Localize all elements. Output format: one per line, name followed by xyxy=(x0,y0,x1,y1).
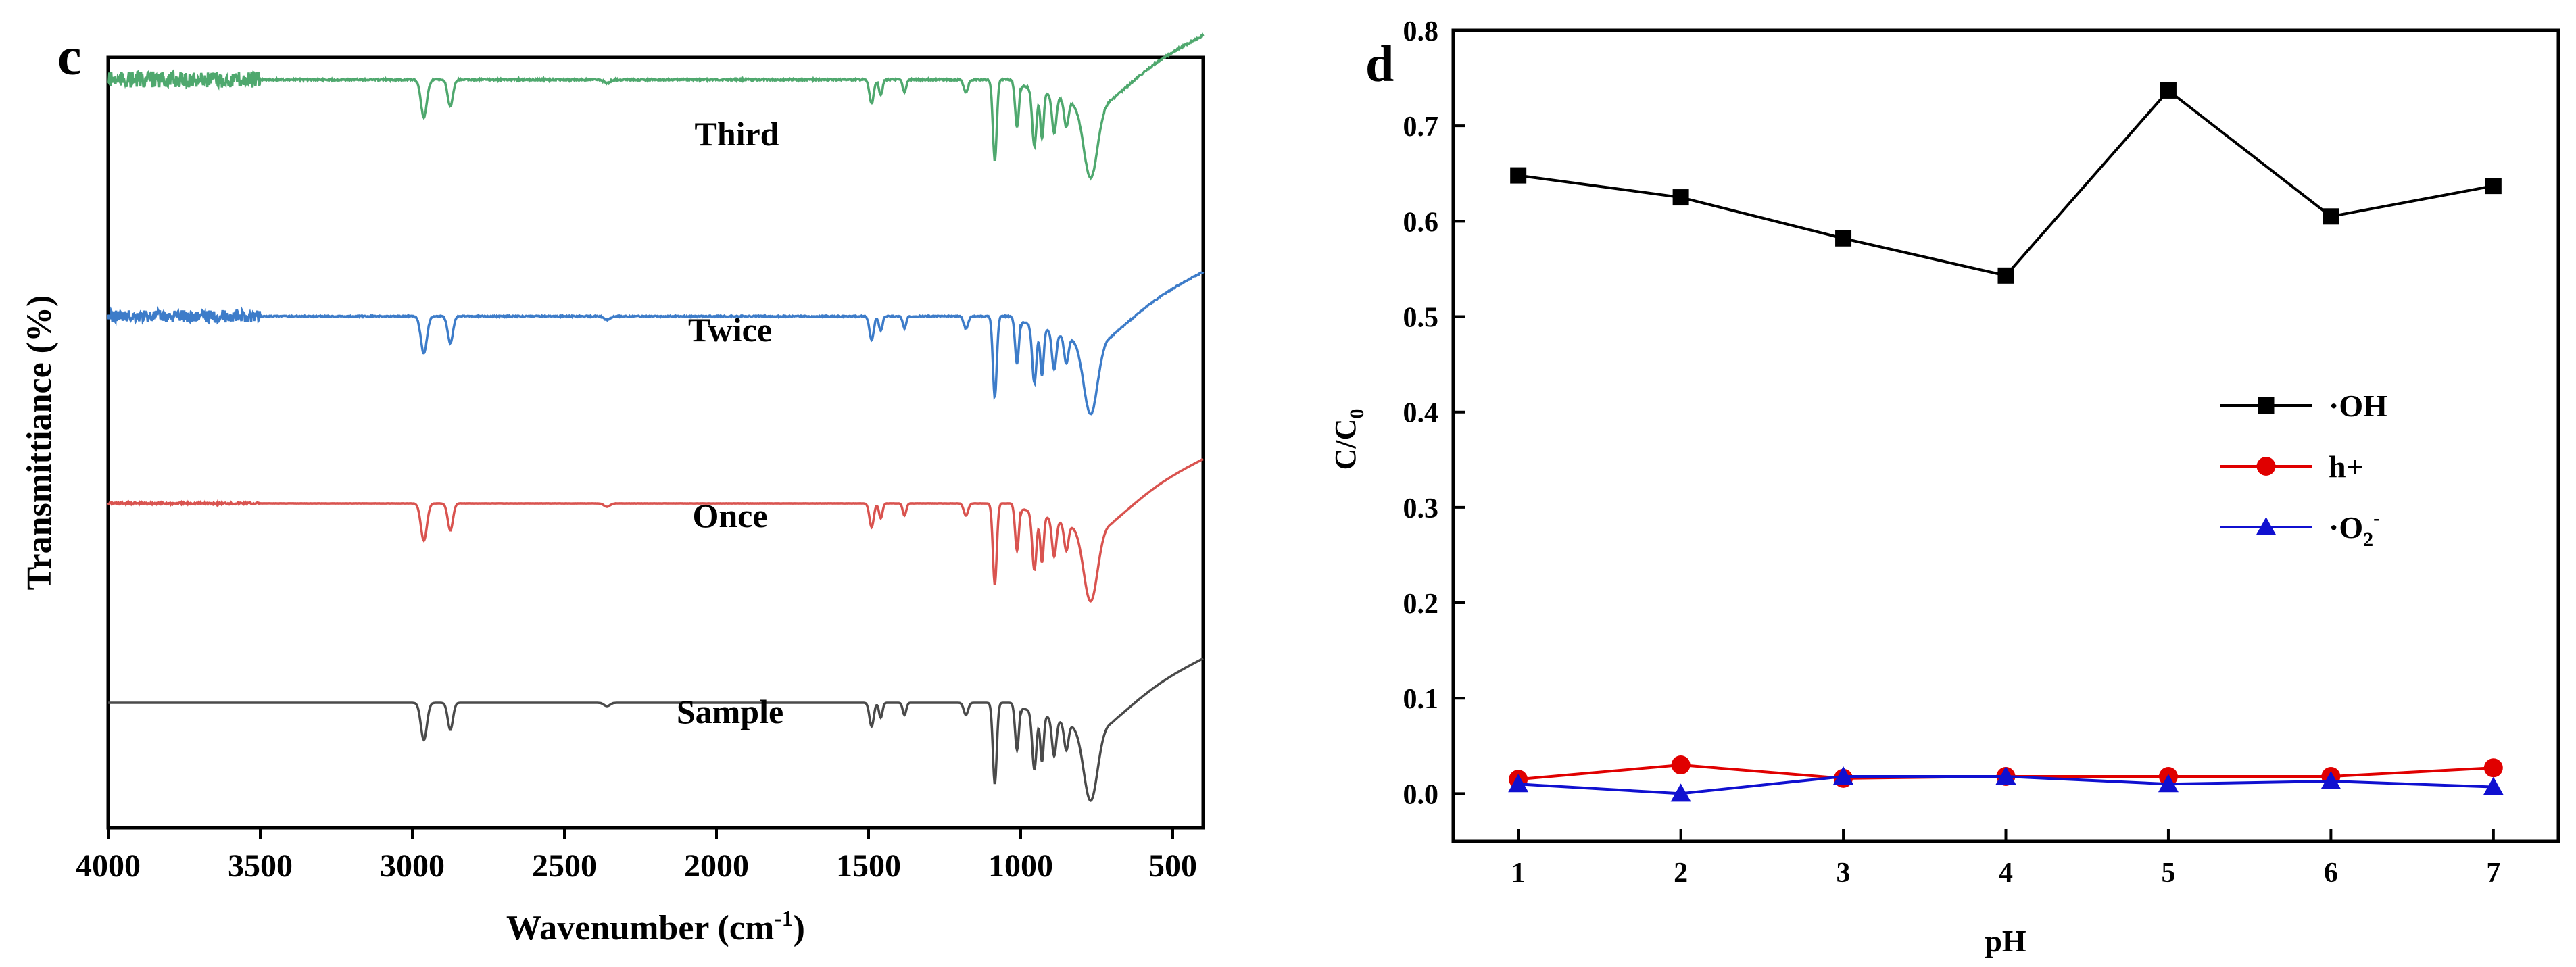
panel-d-frame xyxy=(1451,28,2560,843)
d-y-tick-label: 0.4 xyxy=(1403,398,1439,429)
d-y-tick-label: 0.7 xyxy=(1403,111,1439,143)
point-h xyxy=(2483,758,2503,778)
point-o2 xyxy=(1670,783,1691,802)
series-line-oh xyxy=(1517,89,2494,278)
d-y-tick-label: 0.8 xyxy=(1403,16,1439,47)
point-oh xyxy=(2160,82,2177,99)
d-x-tick-label: 2 xyxy=(1674,858,1688,889)
spectrum-label-sample: Sample xyxy=(677,693,783,730)
legend-label-o2: ·O2- xyxy=(2329,507,2380,551)
d-y-tick-label: 0.5 xyxy=(1403,303,1439,334)
spectrum-label-twice: Twice xyxy=(688,311,772,349)
c-x-tick-label: 4000 xyxy=(76,848,141,884)
panel-c: c 4000 3500 3000 2500 2000 1500 1000 500 Sample… xyxy=(20,27,1205,947)
d-y-tick-label: 0.2 xyxy=(1403,589,1439,620)
d-y-tick-label: 0.3 xyxy=(1403,493,1439,524)
point-o2 xyxy=(1833,766,1854,785)
panel-c-y-axis-label: Transmittiance (%) xyxy=(20,295,59,591)
point-o2 xyxy=(2320,771,2341,790)
point-oh xyxy=(1510,167,1527,184)
legend-label-oh: ·OH xyxy=(2329,389,2387,423)
c-x-tick-label: 3500 xyxy=(228,848,293,884)
point-h xyxy=(1671,755,1691,775)
d-x-tick-label: 4 xyxy=(1999,858,2013,889)
d-x-tick-label: 7 xyxy=(2486,858,2500,889)
spectrum-once xyxy=(107,457,1205,603)
panel-d: d 0.0 0.1 0.2 0.3 0.4 0.5 0.6 0.7 0.8 1 2 3 4 5 6 7 ·O… xyxy=(1329,16,2560,958)
c-x-tick-label: 1500 xyxy=(836,848,901,884)
c-x-tick-label: 500 xyxy=(1148,848,1197,884)
point-oh xyxy=(1997,267,2014,284)
c-x-tick-label: 2000 xyxy=(684,848,749,884)
panel-c-frame xyxy=(106,55,1205,830)
c-x-tick-label: 3000 xyxy=(380,848,445,884)
panel-d-x-axis-label: pH xyxy=(1985,924,2026,958)
legend-marker-h xyxy=(2256,457,2276,476)
d-x-tick-label: 6 xyxy=(2324,858,2338,889)
panel-d-series xyxy=(1508,82,2504,802)
d-y-tick-label: 0.1 xyxy=(1403,684,1439,715)
panel-c-series-labels: Sample Once Twice Third xyxy=(677,115,783,730)
legend-marker-oh xyxy=(2258,397,2275,414)
spectrum-sample xyxy=(108,657,1204,802)
d-y-tick-label: 0.0 xyxy=(1403,779,1439,810)
point-oh xyxy=(1835,230,1852,247)
spectrum-label-once: Once xyxy=(692,497,767,535)
point-oh xyxy=(2323,208,2339,225)
legend-label-h: h+ xyxy=(2329,449,2364,484)
panel-d-x-ticks: 1 2 3 4 5 6 7 xyxy=(1511,829,2500,889)
panel-c-spectra xyxy=(107,32,1205,802)
point-o2 xyxy=(2483,776,2504,795)
point-oh xyxy=(1672,189,1689,206)
panel-d-legend: ·OH h+ ·O2- xyxy=(2220,389,2387,551)
panel-d-letter: d xyxy=(1365,36,1394,93)
c-x-tick-label: 2500 xyxy=(532,848,597,884)
panel-d-y-ticks: 0.0 0.1 0.2 0.3 0.4 0.5 0.6 0.7 0.8 xyxy=(1403,16,1465,810)
d-x-tick-label: 1 xyxy=(1511,858,1526,889)
spectrum-twice xyxy=(107,271,1205,416)
spectrum-label-third: Third xyxy=(694,115,779,153)
point-o2 xyxy=(1995,766,2016,785)
panel-c-letter: c xyxy=(57,27,82,86)
panel-c-x-axis-label: Wavenumber (cm-1) xyxy=(506,906,805,947)
d-y-tick-label: 0.6 xyxy=(1403,207,1439,238)
point-o2 xyxy=(2158,774,2179,793)
legend-marker-o2 xyxy=(2256,517,2277,535)
d-x-tick-label: 5 xyxy=(2161,858,2175,889)
panel-d-y-axis-label: C/C0 xyxy=(1329,409,1368,470)
point-oh xyxy=(2485,178,2502,195)
spectrum-third xyxy=(107,32,1205,181)
c-x-tick-label: 1000 xyxy=(988,848,1053,884)
d-x-tick-label: 3 xyxy=(1837,858,1851,889)
point-o2 xyxy=(1508,774,1529,793)
panel-c-x-ticks: 4000 3500 3000 2500 2000 1500 1000 500 xyxy=(76,828,1197,884)
